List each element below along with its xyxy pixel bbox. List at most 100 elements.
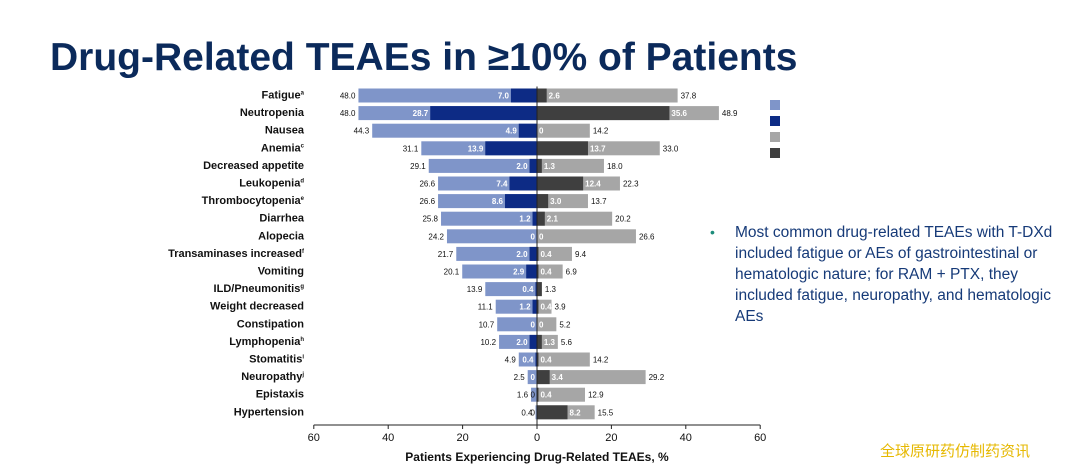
bar-tdxd-g3-thrombocytopenia xyxy=(505,194,537,209)
label-tdxd-all-nausea: 44.3 xyxy=(354,127,370,136)
label-tdxd-all-constipation: 10.7 xyxy=(479,320,495,329)
label-rp-g3-anemia: 13.7 xyxy=(590,144,606,153)
label-tdxd-g3-leukopenia: 7.4 xyxy=(496,180,508,189)
bar-tdxd-g3-neutropenia xyxy=(430,106,537,121)
label-tdxd-g3-hypertension: 0 xyxy=(531,408,536,417)
category-label-leukopenia: Leukopeniad xyxy=(239,178,304,190)
label-tdxd-g3-ild-pneumonitis: 0.4 xyxy=(522,285,534,294)
legend-swatch-1 xyxy=(770,116,780,126)
label-tdxd-all-diarrhea: 25.8 xyxy=(422,215,438,224)
label-tdxd-all-vomiting: 20.1 xyxy=(444,268,460,277)
label-tdxd-all-anemia: 31.1 xyxy=(403,144,419,153)
label-tdxd-all-alopecia: 24.2 xyxy=(428,232,444,241)
footnote-marker: a xyxy=(301,91,305,97)
label-rp-all-weight-decreased: 3.9 xyxy=(555,303,567,312)
label-rp-g3-lymphopenia: 1.3 xyxy=(544,338,556,347)
label-tdxd-g3-weight-decreased: 1.2 xyxy=(519,303,531,312)
label-tdxd-g3-constipation: 0 xyxy=(531,320,536,329)
label-rp-all-hypertension: 15.5 xyxy=(598,408,614,417)
bar-rp-g3-lymphopenia xyxy=(537,334,542,349)
bar-rp-all-lymphopenia xyxy=(537,334,558,349)
label-rp-all-alopecia: 26.6 xyxy=(639,232,655,241)
x-tick-label: 60 xyxy=(754,432,766,444)
label-tdxd-g3-stomatitis: 0.4 xyxy=(522,356,534,365)
footnote-marker: e xyxy=(301,196,305,202)
category-label-thrombocytopenia: Thrombocytopeniae xyxy=(202,195,305,207)
label-rp-g3-neuropathy: 3.4 xyxy=(552,373,564,382)
category-label-ild-pneumonitis: ILD/Pneumonitisg xyxy=(214,283,305,295)
footnote-marker: h xyxy=(300,337,304,343)
label-rp-g3-diarrhea: 2.1 xyxy=(547,215,559,224)
bar-rp-g3-weight-decreased xyxy=(537,299,539,314)
category-label-alopecia: Alopecia xyxy=(258,230,305,242)
bar-rp-g3-neuropathy xyxy=(537,370,550,385)
bar-rp-all-weight-decreased xyxy=(537,299,552,314)
watermark: 全球原研药仿制药资讯 xyxy=(880,443,1031,460)
x-tick-label: 40 xyxy=(680,432,692,444)
category-label-neuropathy: Neuropathyj xyxy=(241,371,304,383)
label-rp-all-diarrhea: 20.2 xyxy=(615,215,631,224)
label-tdxd-all-stomatitis: 4.9 xyxy=(505,356,517,365)
label-tdxd-g3-epistaxis: 0 xyxy=(531,391,536,400)
label-rp-g3-hypertension: 8.2 xyxy=(570,408,582,417)
bar-rp-all-epistaxis xyxy=(537,387,585,402)
label-rp-all-ild-pneumonitis: 1.3 xyxy=(545,285,557,294)
label-rp-all-nausea: 14.2 xyxy=(593,127,609,136)
footnote-marker: f xyxy=(302,249,305,255)
bar-rp-g3-thrombocytopenia xyxy=(537,194,549,209)
bar-tdxd-g3-leukopenia xyxy=(509,176,537,191)
bar-rp-g3-epistaxis xyxy=(537,387,539,402)
bar-tdxd-all-lymphopenia xyxy=(499,334,537,349)
bar-tdxd-all-weight-decreased xyxy=(495,299,537,314)
x-tick-label: 60 xyxy=(308,432,320,444)
bar-tdxd-g3-anemia xyxy=(485,141,537,156)
bar-rp-all-nausea xyxy=(537,123,590,138)
label-rp-g3-neutropenia: 35.6 xyxy=(671,109,687,118)
label-tdxd-g3-diarrhea: 1.2 xyxy=(519,215,531,224)
footnote-marker: g xyxy=(300,284,304,290)
label-tdxd-all-lymphopenia: 10.2 xyxy=(480,338,496,347)
bar-tdxd-all-stomatitis xyxy=(518,352,537,367)
bar-rp-all-diarrhea xyxy=(537,211,613,226)
bar-tdxd-g3-diarrhea xyxy=(532,211,537,226)
legend-swatch-3 xyxy=(770,148,780,158)
label-tdxd-g3-vomiting: 2.9 xyxy=(513,268,525,277)
bar-tdxd-all-neuropathy xyxy=(527,370,537,385)
bullet-dot-icon: • xyxy=(710,224,715,240)
bar-tdxd-all-fatigue xyxy=(358,88,537,103)
bar-tdxd-all-diarrhea xyxy=(441,211,537,226)
bar-rp-all-decreased-appetite xyxy=(537,158,604,173)
bar-tdxd-g3-lymphopenia xyxy=(529,334,537,349)
bar-tdxd-all-alopecia xyxy=(446,229,537,244)
category-label-weight-decreased: Weight decreased xyxy=(210,301,304,313)
footnote-marker: j xyxy=(301,372,304,378)
label-rp-g3-constipation: 0 xyxy=(539,320,544,329)
bar-tdxd-all-vomiting xyxy=(462,264,537,279)
label-tdxd-all-weight-decreased: 11.1 xyxy=(478,303,494,312)
bar-tdxd-g3-ild-pneumonitis xyxy=(535,282,537,297)
label-tdxd-all-transaminases-increased: 21.7 xyxy=(438,250,454,259)
label-rp-all-stomatitis: 14.2 xyxy=(593,356,609,365)
category-label-nausea: Nausea xyxy=(265,125,305,137)
label-rp-all-lymphopenia: 5.6 xyxy=(561,338,573,347)
legend-swatch-0 xyxy=(770,100,780,110)
label-tdxd-all-thrombocytopenia: 26.6 xyxy=(419,197,435,206)
label-rp-g3-fatigue: 2.6 xyxy=(549,92,561,101)
label-tdxd-all-decreased-appetite: 29.1 xyxy=(410,162,426,171)
label-rp-all-fatigue: 37.8 xyxy=(681,92,697,101)
label-rp-g3-decreased-appetite: 1.3 xyxy=(544,162,556,171)
butterfly-bar-chart: Fatiguea 48.0 7.0 37.8 2.6 Neutropenia 48.0 28.… xyxy=(168,86,780,464)
bar-tdxd-all-hypertension xyxy=(535,405,537,420)
category-label-lymphopenia: Lymphopeniah xyxy=(229,336,304,348)
label-rp-g3-thrombocytopenia: 3.0 xyxy=(550,197,562,206)
bar-rp-all-thrombocytopenia xyxy=(537,194,588,209)
label-tdxd-g3-alopecia: 0 xyxy=(531,232,536,241)
label-rp-all-neuropathy: 29.2 xyxy=(649,373,665,382)
bar-rp-all-vomiting xyxy=(537,264,563,279)
bar-tdxd-all-nausea xyxy=(372,123,537,138)
bar-tdxd-all-decreased-appetite xyxy=(428,158,537,173)
bar-rp-g3-leukopenia xyxy=(537,176,584,191)
category-label-diarrhea: Diarrhea xyxy=(259,213,305,225)
label-tdxd-all-epistaxis: 1.6 xyxy=(517,391,529,400)
category-label-vomiting: Vomiting xyxy=(258,266,304,278)
